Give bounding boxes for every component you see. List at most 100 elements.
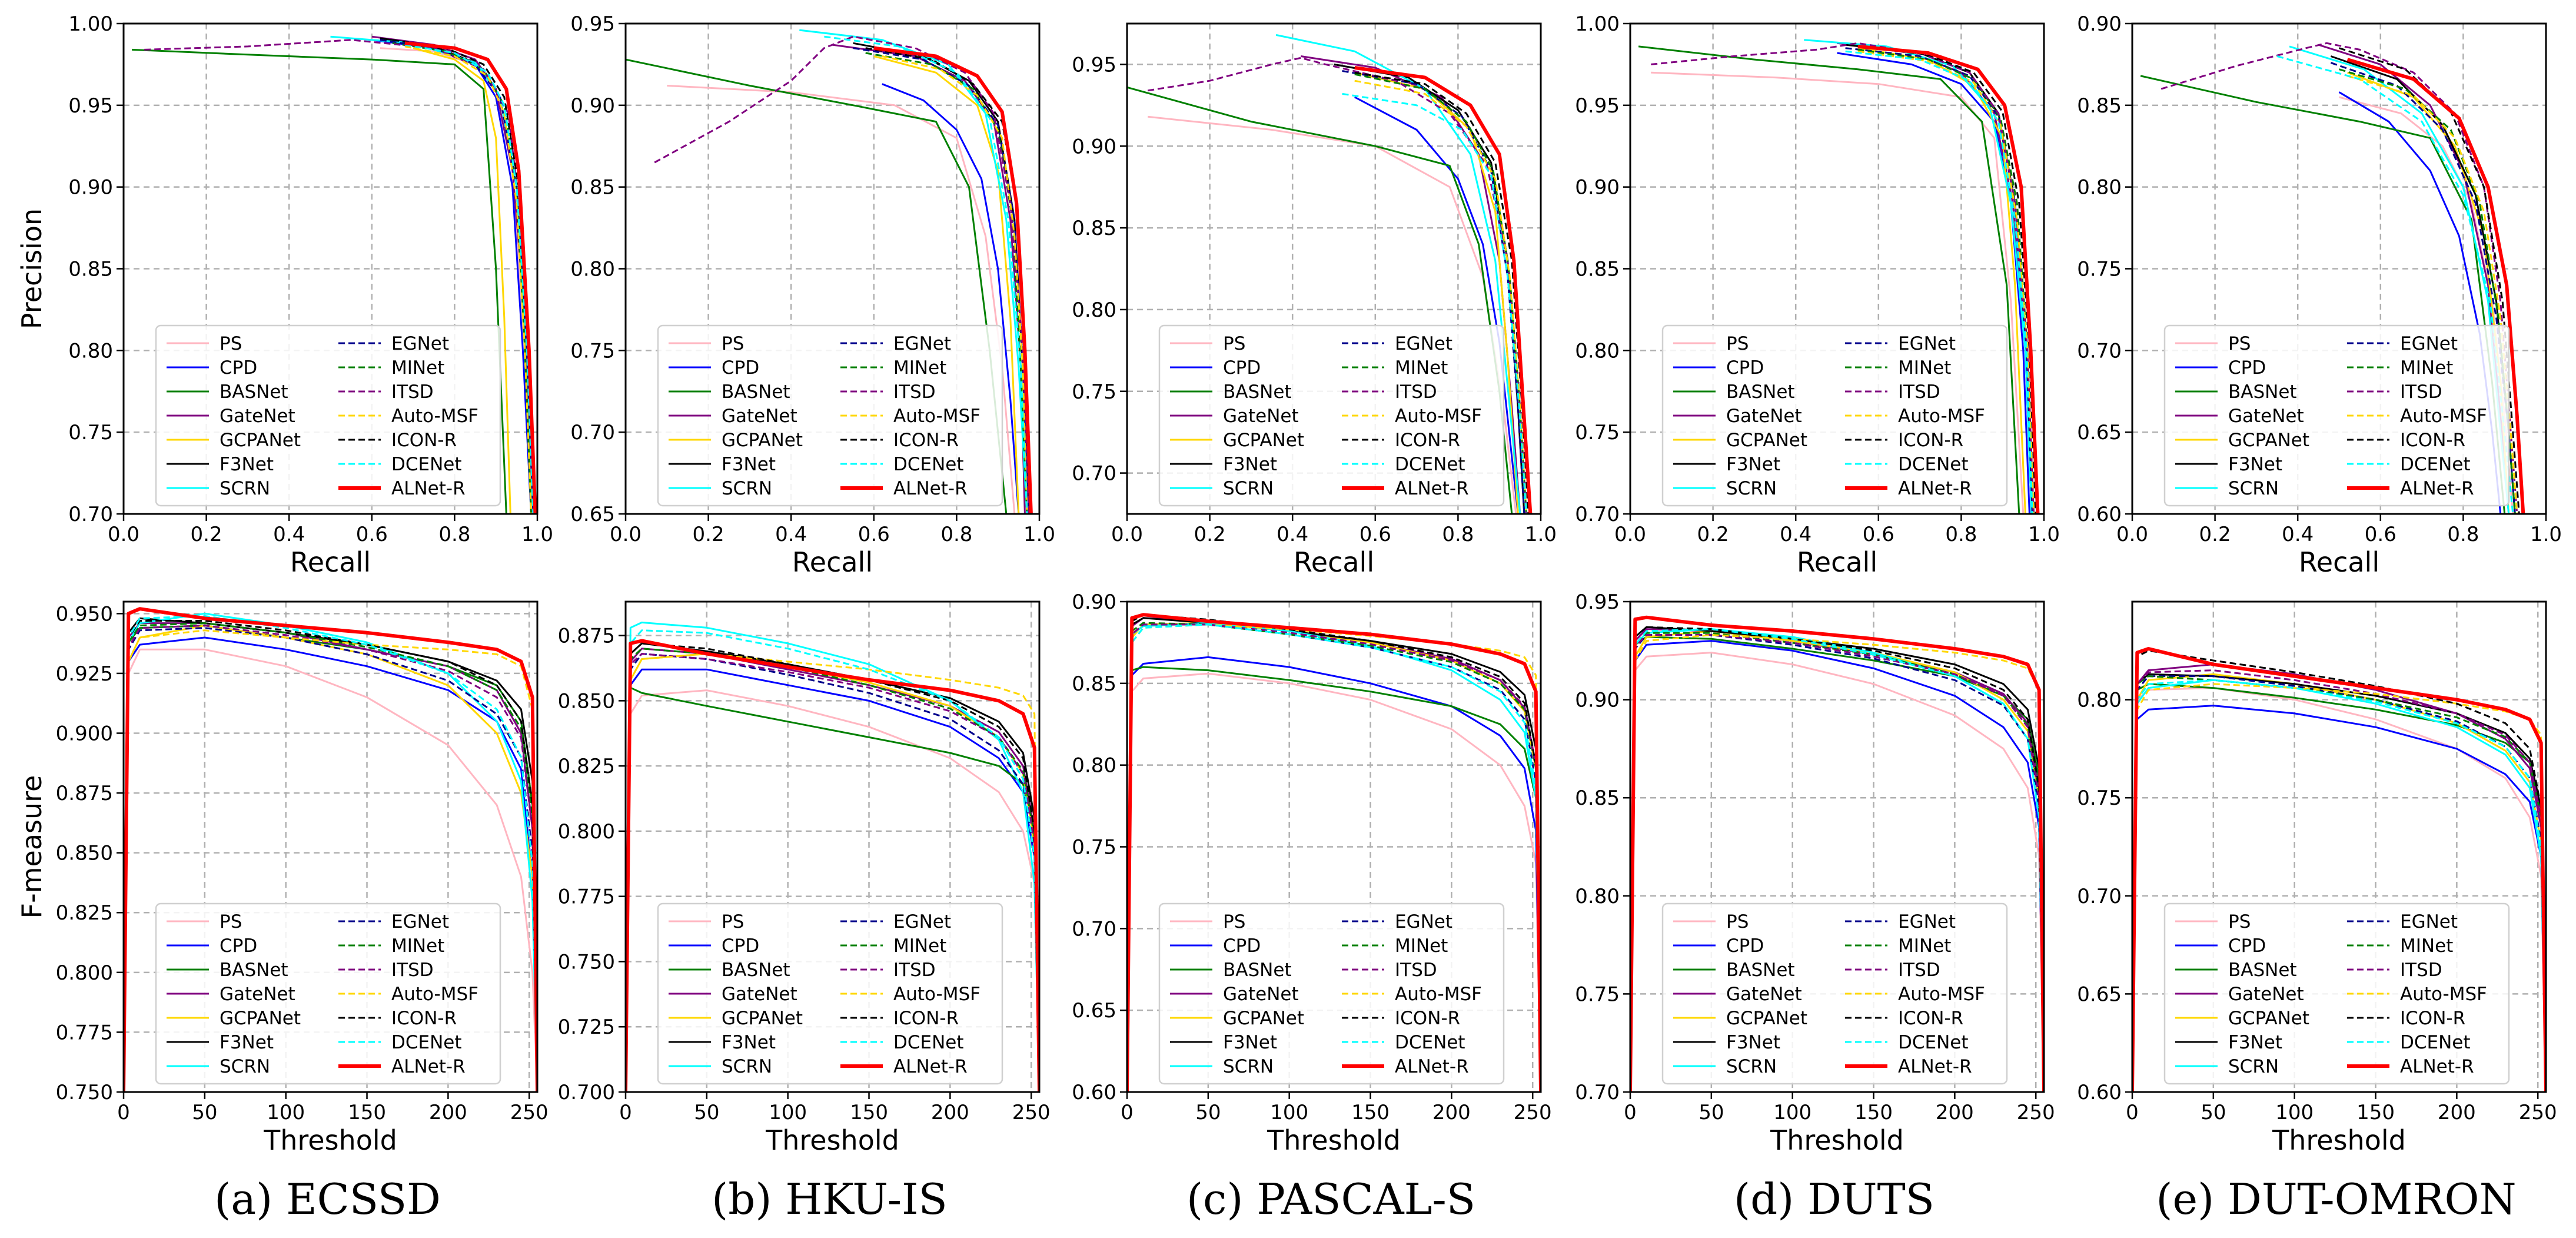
series-line-dcenet [1630,628,2044,1092]
legend: PSCPDBASNetGateNetGCPANetF3NetSCRNEGNetM… [1661,902,2008,1085]
series-line-itsd [1630,634,2044,1092]
series-group [626,29,1033,514]
y-tick-label: 0.65 [570,503,615,526]
y-tick-label: 0.775 [558,885,615,909]
legend-label-egnet: EGNet [391,333,449,354]
legend-label-egnet: EGNet [893,333,951,354]
x-tick-label: 0.0 [1111,523,1143,546]
legend-box [155,902,501,1085]
legend-label-gcpanet: GCPANet [2228,1008,2309,1029]
series-line-alnet-r [1857,44,2040,514]
series-line-alnet-r [1127,613,1541,1092]
legend-label-itsd: ITSD [391,960,434,981]
y-tick-label: 0.70 [1072,917,1116,941]
legend-label-egnet: EGNet [893,911,951,932]
legend-label-alnet-r: ALNet-R [391,1056,466,1077]
legend-label-ps: PS [1223,333,1245,354]
series-line-cpd [1354,96,1519,514]
legend-label-minet: MINet [893,935,946,957]
legend-label-gatenet: GateNet [1726,984,1802,1005]
x-tick-label: 0.4 [273,523,305,546]
legend-label-dcenet: DCENet [1898,454,1969,475]
legend-label-minet: MINet [1898,357,1951,379]
legend-label-cpd: CPD [722,357,759,379]
series-line-scrn [2132,679,2546,1092]
legend-label-egnet: EGNet [2400,333,2458,354]
legend-label-icon-r: ICON-R [893,430,959,451]
x-tick-label: 0.2 [693,523,724,546]
x-axis-title: Recall [290,546,371,578]
plot-frame [624,22,1041,515]
legend-label-icon-r: ICON-R [1898,1008,1963,1029]
legend-label-minet: MINet [893,357,946,379]
y-tick-label: 0.750 [558,950,615,974]
legend-label-icon-r: ICON-R [391,1008,457,1029]
y-tick-label: 0.825 [56,901,113,925]
x-axis-title: Threshold [765,1124,899,1156]
series-line-gatenet [2132,663,2546,1092]
plot-frame [2131,600,2547,1093]
legend-label-auto-msf: Auto-MSF [1898,406,1985,427]
legend: PSCPDBASNetGateNetGCPANetF3NetSCRNEGNetM… [1661,324,2008,507]
y-tick-label: 0.75 [570,339,615,363]
y-tick-label: 0.90 [570,94,615,118]
legend-label-icon-r: ICON-R [391,430,457,451]
x-tick-label: 250 [1514,1101,1552,1124]
legend-box [1158,902,1505,1085]
series-line-minet [1354,73,1527,514]
x-tick-label: 1.0 [2028,523,2060,546]
x-tick-label: 0.8 [438,523,470,546]
y-tick-label: 0.70 [68,503,113,526]
legend-label-egnet: EGNet [1898,333,1956,354]
series-line-gcpanet [413,47,511,514]
legend-label-gcpanet: GCPANet [1223,430,1304,451]
x-tick-label: 150 [1854,1101,1893,1124]
x-tick-label: 100 [1773,1101,1811,1124]
legend-label-itsd: ITSD [1898,381,1940,403]
legend-label-minet: MINet [1395,935,1448,957]
x-tick-label: 150 [348,1101,386,1124]
x-tick-label: 0.0 [610,523,641,546]
series-line-egnet [2132,675,2546,1092]
x-tick-label: 250 [2519,1101,2557,1124]
series-group [626,621,1039,1092]
legend-label-minet: MINet [1898,935,1951,957]
series-line-auto-msf [1857,50,2035,514]
series-line-basnet [1127,666,1541,1092]
series-line-gcpanet [1857,47,2026,514]
y-tick-label: 0.75 [2077,786,2122,810]
x-tick-label: 200 [429,1101,467,1124]
x-tick-label: 0.4 [775,523,807,546]
legend-label-scrn: SCRN [2228,1056,2279,1077]
x-tick-label: 0.8 [940,523,972,546]
legend-label-ps: PS [220,911,242,932]
series-line-scrn [799,29,1028,514]
y-tick-label: 0.900 [56,722,113,745]
series-line-alnet-r [1354,66,1533,514]
plot-frame [1126,600,1542,1093]
y-tick-label: 0.800 [558,820,615,844]
legend-label-ps: PS [2228,333,2251,354]
x-tick-label: 0.6 [2365,523,2396,546]
series-line-auto-msf [626,653,1039,1092]
x-tick-label: 0.2 [2199,523,2231,546]
series-line-dcenet [1845,50,2033,514]
x-tick-label: 0.8 [2447,523,2479,546]
legend: PSCPDBASNetGateNetGCPANetF3NetSCRNEGNetM… [1158,902,1505,1085]
series-line-dcenet [404,44,534,514]
legend-label-minet: MINet [2400,935,2453,957]
legend-label-basnet: BASNet [2228,960,2297,981]
series-line-cpd [1630,640,2044,1092]
series-line-alnet-r [2346,58,2525,514]
series-line-icon-r [2132,649,2546,1092]
series-line-auto-msf [882,55,1028,514]
x-axis-title: Threshold [1267,1124,1401,1156]
x-tick-label: 0.8 [1442,523,1474,546]
legend-label-icon-r: ICON-R [1898,430,1963,451]
y-tick-label: 0.80 [1575,885,1620,908]
chart-fm-hku-is: 0 50 100 150 200 250 0.700 0.725 0.750 0.775 0.800… [558,600,1051,1156]
legend-box [1158,324,1505,507]
legend-label-basnet: BASNet [1223,381,1292,403]
legend-label-dcenet: DCENet [2400,454,2471,475]
x-tick-label: 100 [1270,1101,1308,1124]
